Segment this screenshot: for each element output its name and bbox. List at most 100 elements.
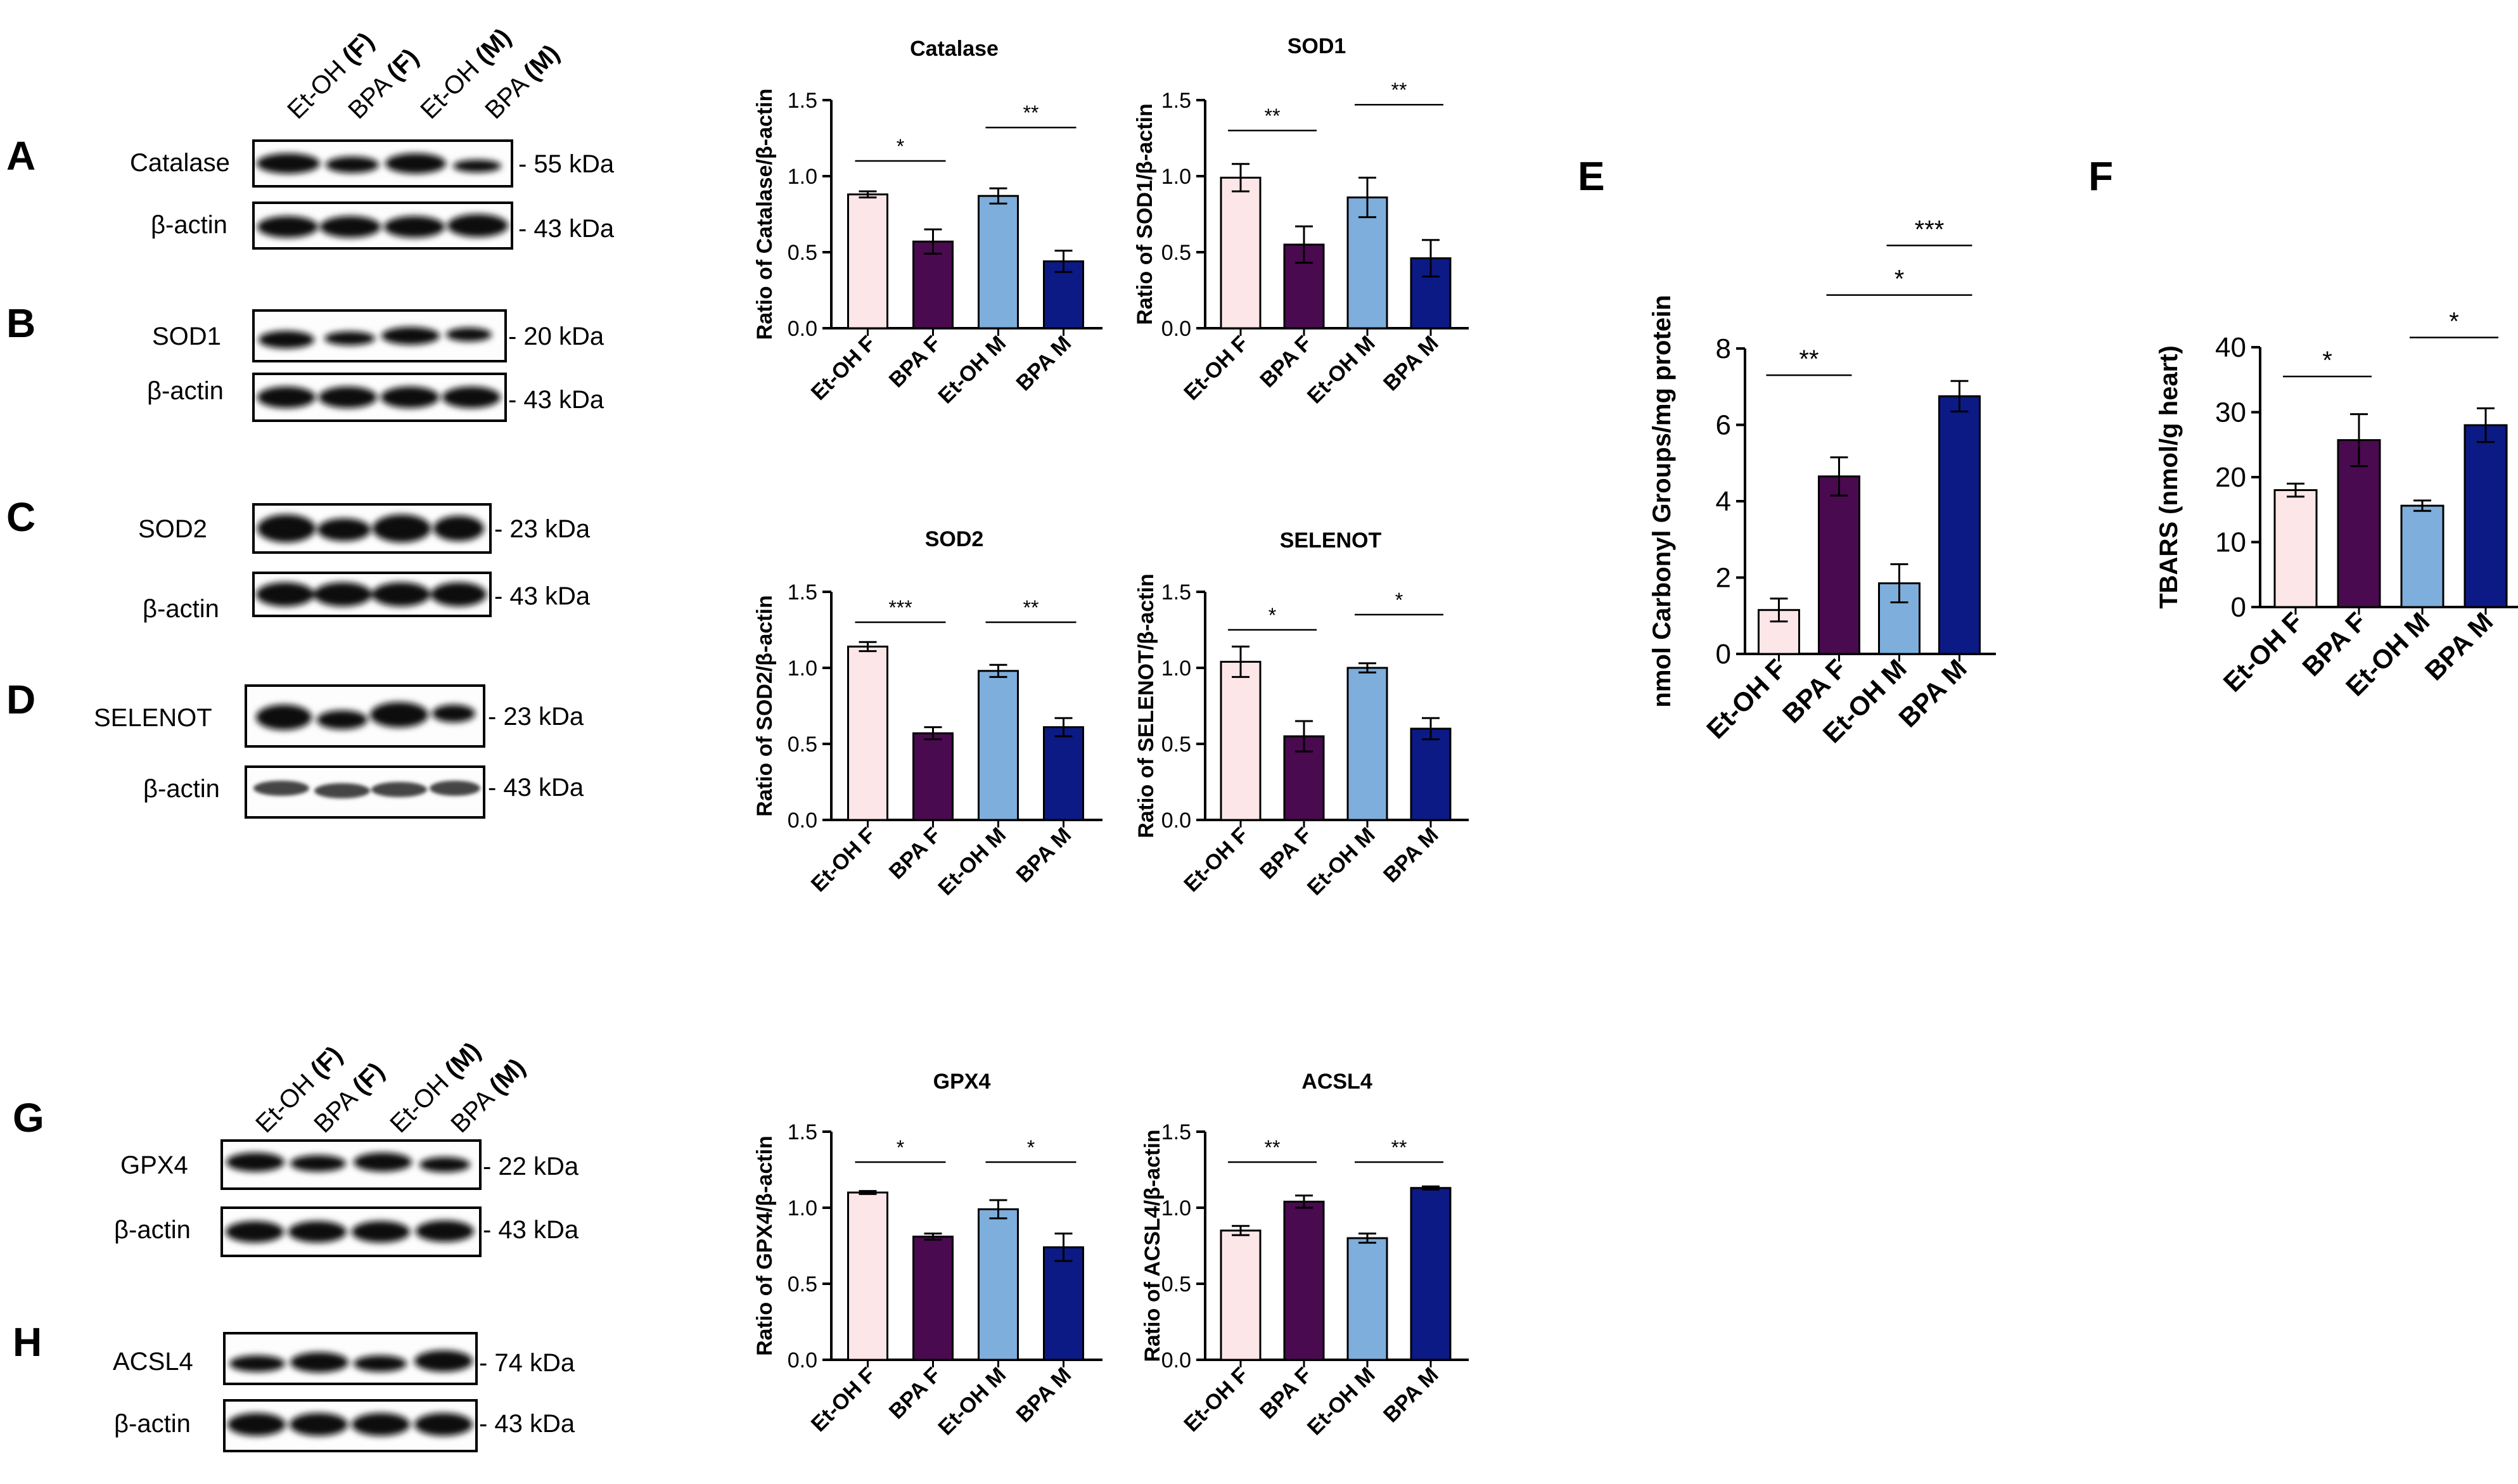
bar [1283, 1200, 1325, 1361]
x-tick-label: Et-OH M [933, 1363, 1011, 1440]
significance-label: ** [1023, 101, 1039, 124]
blot-band [257, 216, 318, 238]
blot-band [317, 710, 367, 729]
significance-label: * [1395, 589, 1403, 611]
blot-band [314, 783, 370, 798]
blot-size-label: - 22 kDa [483, 1153, 579, 1180]
blot-size-label: - 74 kDa [479, 1349, 575, 1377]
x-tick-label: BPA M [1379, 331, 1443, 396]
x-tick-label: Et-OH M [1303, 823, 1380, 900]
bar [1346, 667, 1388, 821]
y-tick-label: 0.5 [1161, 241, 1191, 265]
blot-loading-label: β-actin [114, 1410, 191, 1438]
panel-letter-h: H [13, 1319, 42, 1365]
y-tick-label: 0.0 [1161, 809, 1191, 833]
blot-band [324, 331, 375, 345]
blot-size-label: - 43 kDa [483, 1216, 579, 1244]
y-axis-label: TBARS (nmol/g heart) [2155, 345, 2183, 609]
y-tick-label: 6 [1716, 410, 1731, 441]
blot-size-label: - 43 kDa [488, 774, 584, 802]
panel-letter-e: E [1578, 153, 1605, 199]
blot-size-label: - 23 kDa [488, 703, 584, 731]
blot-band [372, 582, 430, 606]
bar [1818, 475, 1860, 655]
y-tick-label: 8 [1716, 333, 1731, 364]
blot-loading-label: β-actin [114, 1216, 191, 1244]
significance-label: *** [888, 596, 912, 619]
bar [1043, 1246, 1084, 1361]
blot-band [385, 153, 446, 174]
blot-band [442, 387, 501, 408]
blot-acsl4: ACSL4 - 74 kDa β-actin - 43 kDa [113, 1332, 575, 1452]
blot-band [226, 1153, 284, 1172]
x-tick-label: Et-OH F [1701, 653, 1792, 745]
blot-size-label: - 55 kDa [518, 150, 615, 178]
blot-band [259, 331, 314, 349]
blot-band [447, 214, 508, 237]
blot-loading-label: β-actin [147, 377, 224, 405]
blot-band [257, 515, 316, 542]
x-tick-label: Et-OH F [807, 823, 880, 897]
blot-protein-label: GPX4 [120, 1151, 188, 1179]
blot-band [381, 387, 439, 408]
panel-letter-f: F [2088, 153, 2113, 199]
significance-label: * [1269, 604, 1276, 627]
blot-protein-label: ACSL4 [113, 1348, 193, 1376]
blot-band [354, 1355, 407, 1372]
blot-band [317, 518, 371, 541]
bar [978, 195, 1019, 329]
bar [847, 193, 888, 329]
x-tick-label: Et-OH F [1179, 823, 1253, 897]
significance-label: ** [1265, 1136, 1281, 1159]
blot-band [256, 705, 312, 730]
significance-label: ** [1391, 79, 1407, 101]
bar [847, 645, 888, 821]
blot-band [253, 781, 309, 796]
x-tick-label: BPA M [1011, 331, 1076, 396]
panel-letter-c: C [6, 494, 35, 540]
y-tick-label: 0.0 [788, 1348, 817, 1372]
blot-band [433, 516, 484, 541]
y-axis-label: Ratio of SOD1/β-actin [1133, 103, 1157, 324]
panel-letter-d: D [6, 677, 35, 722]
y-tick-label: 1.5 [1161, 89, 1191, 113]
blot-band [290, 1352, 348, 1372]
y-tick-label: 1.5 [788, 1120, 817, 1144]
chart-title: Catalase [910, 37, 999, 61]
x-tick-label: BPA F [1255, 331, 1316, 392]
chart-catalase: Catalase 0.0 0.5 1.0 1.5 Ratio of Catalase/β-… [753, 37, 1102, 408]
y-tick-label: 0.0 [788, 809, 817, 833]
x-tick-label: BPA M [1011, 823, 1076, 888]
bar [1410, 727, 1452, 821]
blot-band [416, 1220, 474, 1242]
blot-band [419, 1157, 470, 1172]
blot-band [432, 705, 475, 722]
y-tick-label: 2 [1716, 563, 1731, 594]
x-tick-label: Et-OH F [1179, 1363, 1253, 1436]
y-tick-label: 0.5 [788, 1272, 817, 1296]
blot-band [290, 1155, 346, 1172]
blot-band [288, 1221, 347, 1243]
significance-label: * [1895, 265, 1905, 293]
y-tick-label: 0.0 [1161, 317, 1191, 341]
bar [912, 1236, 954, 1361]
panel-letter-a: A [6, 133, 35, 179]
blot-band [414, 1413, 473, 1436]
significance-label: ** [1391, 1136, 1407, 1159]
y-tick-label: 1.5 [1161, 580, 1191, 604]
y-axis-label: Ratio of GPX4/β-actin [753, 1135, 777, 1356]
blot-size-label: - 20 kDa [508, 323, 604, 350]
panel-letter-g: G [13, 1095, 44, 1141]
y-tick-label: 20 [2215, 462, 2246, 493]
x-tick-label: Et-OH M [933, 331, 1011, 409]
blot-band [320, 216, 381, 238]
panel-letter-b: B [6, 300, 35, 346]
blot-band [326, 157, 379, 173]
blot-size-label: - 43 kDa [518, 215, 615, 243]
chart-gpx4: GPX4 0.0 0.5 1.0 1.5 Ratio of GPX4/β-actin Et-… [753, 1070, 1102, 1440]
x-tick-label: Et-OH F [807, 331, 880, 405]
blot-loading-label: β-actin [143, 595, 219, 623]
